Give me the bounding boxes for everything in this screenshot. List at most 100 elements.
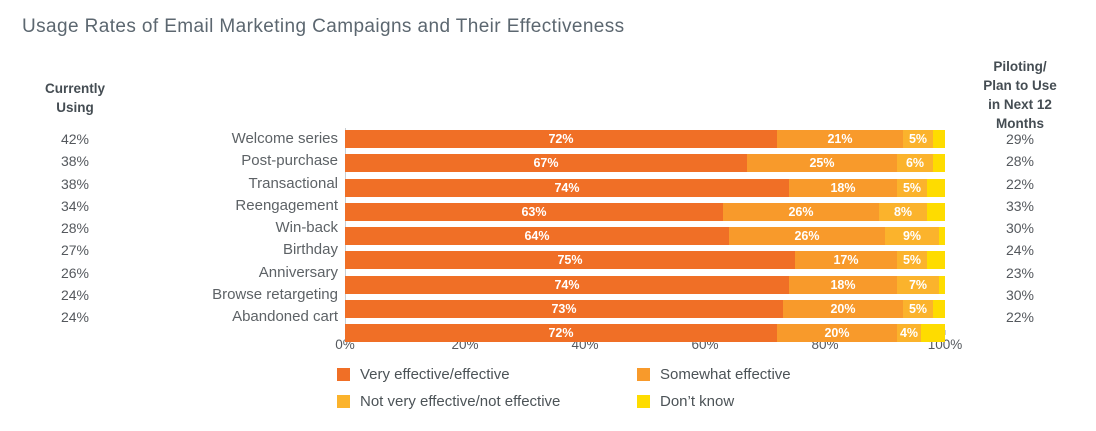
bar-segment-1: 74%	[345, 275, 789, 294]
bar-segment-2: 17%	[795, 251, 897, 270]
bar-segment-3: 4%	[897, 324, 921, 343]
currently-using-value: 34%	[60, 197, 90, 214]
bar-segment-label: 67%	[533, 156, 559, 171]
bar-segment-1: 64%	[345, 227, 729, 246]
bar-segment-3: 8%	[879, 202, 927, 221]
bar-segment-label: 4%	[899, 326, 919, 341]
legend: Very effective/effective Somewhat effecti…	[337, 366, 791, 410]
legend-swatch	[337, 395, 350, 408]
bar-row: 74% 18% 7%	[345, 275, 945, 298]
bar-segment-2: 25%	[747, 154, 897, 173]
bar-segment-label: 5%	[902, 253, 922, 268]
bar-segment-label: 26%	[788, 204, 814, 219]
bar-segment-label: 74%	[554, 277, 580, 292]
bar-segment-4	[927, 202, 945, 221]
bar-row: 64% 26% 9%	[345, 227, 945, 249]
bar-segment-label: 63%	[521, 204, 547, 219]
bar-segment-1: 63%	[345, 202, 723, 221]
bar-row: 74% 18% 5%	[345, 178, 945, 201]
stacked-bar: 63% 26% 8%	[345, 202, 945, 221]
bar-segment-2: 21%	[777, 130, 903, 148]
stacked-bar: 72% 20% 4%	[345, 324, 945, 343]
category-label: Post-purchase	[241, 152, 338, 170]
bar-segment-label: 17%	[833, 253, 859, 268]
stacked-bar: 75% 17% 5%	[345, 251, 945, 270]
bar-row: 63% 26% 8%	[345, 202, 945, 225]
bar-segment-label: 8%	[893, 204, 913, 219]
bar-row: 75% 17% 5%	[345, 251, 945, 273]
legend-item: Somewhat effective	[637, 366, 791, 383]
chart-title: Usage Rates of Email Marketing Campaigns…	[22, 16, 625, 37]
category-label: Anniversary	[258, 263, 338, 281]
piloting-column: 29% 28% 22% 33% 30% 24% 23% 30% 22%	[945, 128, 1095, 329]
bar-segment-4	[933, 300, 945, 319]
bar-segment-3: 6%	[897, 154, 933, 173]
bar-segment-3: 5%	[903, 130, 933, 148]
bar-row: 72% 20% 4%	[345, 324, 945, 346]
stacked-bar: 67% 25% 6%	[345, 154, 945, 173]
bar-segment-label: 18%	[830, 180, 856, 195]
bar-segment-4	[933, 130, 945, 148]
piloting-header: Piloting/ Plan to Use in Next 12 Months	[983, 59, 1057, 131]
stacked-bar: 74% 18% 5%	[345, 178, 945, 197]
currently-using-header: Currently Using	[44, 81, 105, 115]
bar-segment-label: 25%	[809, 156, 835, 171]
stacked-bar: 74% 18% 7%	[345, 275, 945, 294]
currently-using-value: 28%	[60, 220, 90, 237]
bar-segment-1: 75%	[345, 251, 795, 270]
bar-segment-label: 9%	[902, 229, 922, 244]
currently-using-value: 24%	[60, 287, 90, 304]
bar-segment-4	[927, 251, 945, 270]
bar-segment-3: 5%	[897, 251, 927, 270]
currently-using-value: 27%	[60, 242, 90, 259]
bar-segment-2: 18%	[789, 275, 897, 294]
bar-segment-label: 75%	[557, 253, 583, 268]
legend-item: Very effective/effective	[337, 366, 637, 383]
piloting-value: 29%	[1005, 131, 1035, 147]
bar-segment-label: 26%	[794, 229, 820, 244]
category-label-column: Welcome series Post-purchase Transactional…	[100, 128, 338, 329]
piloting-value: 23%	[1005, 264, 1035, 281]
bar-segment-label: 72%	[548, 326, 574, 341]
x-axis-tick	[945, 330, 946, 335]
bar-segment-label: 72%	[548, 132, 574, 146]
bar-segment-label: 6%	[905, 156, 925, 171]
piloting-value: 30%	[1005, 287, 1035, 304]
bar-segment-label: 20%	[824, 326, 850, 341]
bar-segment-label: 21%	[827, 132, 853, 146]
legend-label: Don’t know	[660, 393, 735, 410]
bar-segment-label: 7%	[908, 277, 928, 292]
piloting-value: 22%	[1005, 309, 1035, 326]
currently-using-column: 42% 38% 38% 34% 28% 27% 26% 24% 24%	[20, 128, 130, 329]
bar-segment-4	[927, 178, 945, 197]
bar-segment-2: 20%	[777, 324, 897, 343]
bar-segment-3: 5%	[903, 300, 933, 319]
bar-segment-1: 72%	[345, 324, 777, 343]
bar-row: 67% 25% 6%	[345, 154, 945, 176]
currently-using-value: 42%	[60, 131, 90, 147]
category-label: Reengagement	[235, 196, 338, 214]
legend-label: Somewhat effective	[660, 366, 791, 383]
bar-segment-4	[939, 275, 945, 294]
bar-segment-4	[939, 227, 945, 246]
bar-segment-label: 18%	[830, 277, 856, 292]
currently-using-value: 24%	[60, 309, 90, 326]
legend-item: Don’t know	[637, 393, 791, 410]
bar-segment-2: 26%	[723, 202, 879, 221]
bar-segment-3: 5%	[897, 178, 927, 197]
legend-swatch	[337, 368, 350, 381]
bar-segment-1: 67%	[345, 154, 747, 173]
category-label: Welcome series	[231, 130, 338, 147]
bar-segment-label: 5%	[908, 302, 928, 317]
bar-segment-1: 73%	[345, 300, 783, 319]
legend-label: Very effective/effective	[360, 366, 510, 383]
stacked-bar: 64% 26% 9%	[345, 227, 945, 246]
stacked-bar: 73% 20% 5%	[345, 300, 945, 319]
bar-segment-label: 5%	[908, 132, 928, 146]
piloting-value: 28%	[1005, 153, 1035, 170]
bar-segment-4	[921, 324, 945, 343]
legend-label: Not very effective/not effective	[360, 393, 561, 410]
bars-area: 72% 21% 5% 67% 25% 6% 74% 18% 5% 63% 26% 8% 64% 26% 9%…	[345, 128, 945, 343]
category-label: Abandoned cart	[232, 308, 338, 326]
bar-segment-label: 64%	[524, 229, 550, 244]
